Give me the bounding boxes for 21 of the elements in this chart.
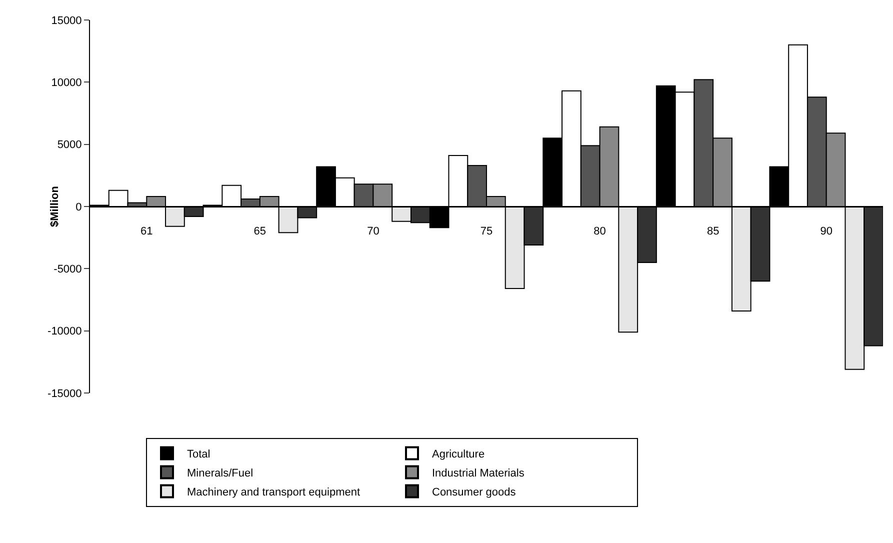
y-tick-label: 0: [76, 201, 82, 214]
legend-label: Machinery and transport equipment: [187, 486, 360, 499]
x-tick-label: 75: [480, 226, 493, 238]
y-tick-label: 5000: [57, 139, 82, 152]
legend-label: Consumer goods: [432, 486, 516, 499]
y-tick-label: -15000: [48, 388, 82, 400]
x-tick-label: 90: [820, 226, 832, 238]
legend-label: Minerals/Fuel: [187, 468, 254, 480]
x-tick-label: 80: [594, 226, 606, 238]
x-tick-label: 85: [706, 226, 720, 238]
x-tick-label: 65: [254, 226, 266, 238]
y-axis-title: $Million: [49, 186, 61, 227]
legend-label: Industrial Materials: [432, 468, 525, 480]
x-tick-label: 70: [367, 226, 380, 238]
y-tick-label: 10000: [51, 77, 82, 90]
legend-label: Total: [187, 448, 210, 461]
x-tick-label: 61: [140, 226, 153, 238]
y-tick-label: -5000: [54, 264, 82, 276]
y-tick-label: 15000: [51, 14, 82, 27]
legend-label: Agriculture: [432, 448, 485, 461]
y-tick-label: -10000: [48, 326, 82, 338]
